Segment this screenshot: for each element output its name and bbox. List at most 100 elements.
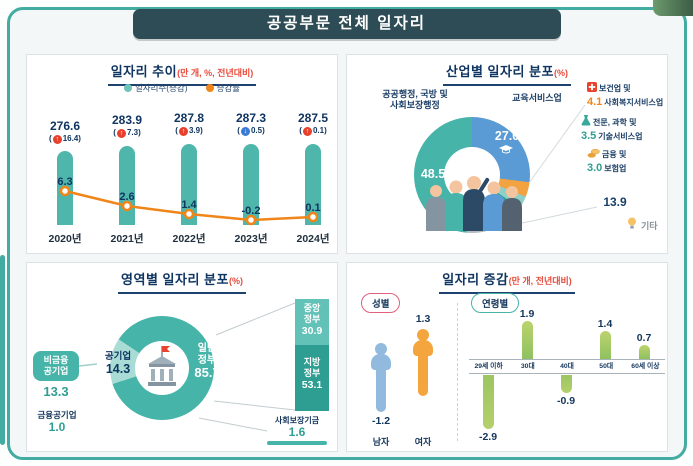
- trend-bar-change: (↓ 0.5): [221, 126, 281, 136]
- trend-value-group: 287.3 (↓ 0.5): [221, 111, 281, 136]
- trend-bar-change: (↑ 7.3): [97, 128, 157, 138]
- slice-label-etc: 기타: [641, 221, 658, 231]
- government-building-icon: [135, 341, 189, 395]
- x-axis-label: 2023년: [234, 233, 268, 245]
- legend-item-health: 보건업 및 4.1 사회복지서비스업: [587, 82, 664, 108]
- slice-label-public-corp: 공기업 14.3: [93, 348, 143, 376]
- chart-legend: 일자리수(증감) 증감률: [27, 82, 337, 94]
- legend-label: 증감률: [216, 83, 241, 93]
- panel-title: 영역별 일자리 분포(%): [27, 269, 337, 294]
- panel-jobs-trend: 일자리 추이(만 개, %, 전년대비) 일자리수(증감) 증감률 6.3 2.…: [26, 54, 338, 254]
- slice-label-public-admin: 공공행정, 국방 및 사회보장행정: [382, 89, 448, 111]
- panel-sector-distribution: 영역별 일자리 분포(%) 공기업 14.3: [26, 262, 338, 452]
- panel-industry-distribution: 산업별 일자리 분포(%) 공공행정, 국방 및 사회보장행정 교육서비스업 4…: [346, 54, 668, 254]
- age-value-under29: -2.9: [478, 431, 498, 443]
- panel-title-text: 일자리 추이: [110, 64, 178, 79]
- jobs-series-dot-icon: [123, 84, 132, 92]
- change-value: 16.4: [62, 134, 79, 143]
- male-person-body: [371, 354, 391, 370]
- slice-value-etc: 13.9: [603, 195, 627, 209]
- central-gov-value: 30.9: [301, 324, 323, 337]
- panel-job-change: 일자리 증감(만 개, 전년대비) 성별 연령별 -1.2 남자 1.3 여자 …: [346, 262, 668, 452]
- slice-label-general-gov: 일반 정부 85.7: [179, 343, 235, 381]
- social-security-fund-bar: [267, 441, 327, 445]
- trend-bar-change: (↑ 16.4): [35, 134, 95, 144]
- up-arrow-icon: ↑: [178, 126, 188, 136]
- rate-series-dot-icon: [205, 84, 214, 92]
- down-arrow-icon: ↓: [240, 126, 250, 136]
- x-axis-label: 2020년: [48, 233, 82, 245]
- connector-lines: [78, 302, 296, 432]
- change-value: 3.9: [188, 126, 201, 135]
- trend-value-group: 276.6 (↑ 16.4): [35, 119, 95, 144]
- male-person-icon: [375, 343, 387, 355]
- legend-item-science: 전문, 과학 및 3.5 기술서비스업: [581, 115, 642, 145]
- up-arrow-icon: ↑: [302, 126, 312, 136]
- legend-item-jobs: 일자리수(증감): [123, 82, 188, 94]
- rate-value: 2.6: [119, 191, 135, 203]
- paren: ): [138, 128, 141, 137]
- trend-bar-value: 287.5: [297, 111, 329, 125]
- panel-title: 일자리 추이(만 개, %, 전년대비): [27, 61, 337, 86]
- legend-item-rate: 증감률: [205, 82, 241, 94]
- trend-bar-2024: [305, 144, 321, 225]
- panel-title-unit: (만 개, %, 전년대비): [177, 68, 254, 78]
- local-gov-box: 지방 정부 53.1: [295, 345, 329, 411]
- x-axis-label: 2022년: [172, 233, 206, 245]
- age-bar-50s: [600, 331, 611, 359]
- age-category: 30대: [520, 363, 535, 370]
- change-value: 7.3: [126, 128, 139, 137]
- age-category: 60세 이상: [631, 363, 660, 370]
- paren: (: [299, 126, 302, 135]
- age-bar-over60: [639, 345, 650, 359]
- paren: ): [324, 126, 327, 135]
- trend-bar-2022: [181, 144, 197, 225]
- male-change-bar: [376, 370, 386, 412]
- paren: ): [78, 134, 81, 143]
- female-change-value: 1.3: [415, 313, 431, 325]
- panel-title-unit: (%): [228, 276, 243, 286]
- page-title: 공공부문 전체 일자리: [132, 9, 561, 39]
- panel-title-unit: (%): [553, 68, 568, 78]
- page-edge-decoration: [0, 255, 5, 445]
- x-axis-label: 2024년: [296, 233, 330, 245]
- panel-title: 산업별 일자리 분포(%): [347, 61, 667, 86]
- trend-bar-value: 276.6: [49, 119, 81, 133]
- up-arrow-icon: ↑: [116, 128, 126, 138]
- age-category: 40대: [560, 363, 574, 370]
- trend-value-group: 283.9 (↑ 7.3): [97, 113, 157, 138]
- panel-title-underline: 일자리 증감(만 개, 전년대비): [439, 269, 575, 294]
- male-label: 남자: [372, 437, 390, 447]
- male-change-value: -1.2: [371, 415, 391, 427]
- age-axis: 29세 이하 30대 40대 50대 60세 이상: [469, 359, 665, 374]
- paren: ): [262, 126, 265, 135]
- financial-corp-value: 1.0: [48, 420, 66, 434]
- nonfinancial-corp-value: 13.3: [43, 384, 69, 399]
- age-value-40s: -0.9: [556, 395, 576, 407]
- background-photo-fragment: [653, 0, 693, 16]
- female-person-body: [413, 340, 433, 356]
- trend-value-group: 287.8 (↑ 3.9): [159, 111, 219, 136]
- age-bar-40s: [561, 375, 572, 393]
- panel-title-text: 일자리 증감: [442, 272, 509, 287]
- age-category: 29세 이하: [474, 363, 503, 370]
- social-security-fund-label: 사회보장기금: [274, 416, 320, 425]
- age-category: 50대: [599, 363, 614, 370]
- paren: (: [175, 126, 178, 135]
- people-illustration: [422, 171, 522, 233]
- female-label: 여자: [414, 437, 432, 447]
- rate-value: -0.2: [241, 205, 261, 217]
- rate-value: 0.1: [305, 202, 321, 214]
- group-divider: [457, 303, 458, 441]
- flask-icon: [581, 115, 591, 126]
- age-badge: 연령별: [471, 293, 520, 313]
- trend-value-group: 287.5 (↑ 0.1): [283, 111, 343, 136]
- slice-value-public-admin: 48.5: [420, 167, 446, 181]
- female-person-icon: [417, 329, 429, 341]
- panel-title-underline: 일자리 추이(만 개, %, 전년대비): [107, 61, 257, 86]
- slice-value-public-corp: 14.3: [105, 362, 131, 376]
- paren: ): [200, 126, 203, 135]
- trend-bar-change: (↑ 0.1): [283, 126, 343, 136]
- social-security-fund-value: 1.6: [288, 425, 306, 439]
